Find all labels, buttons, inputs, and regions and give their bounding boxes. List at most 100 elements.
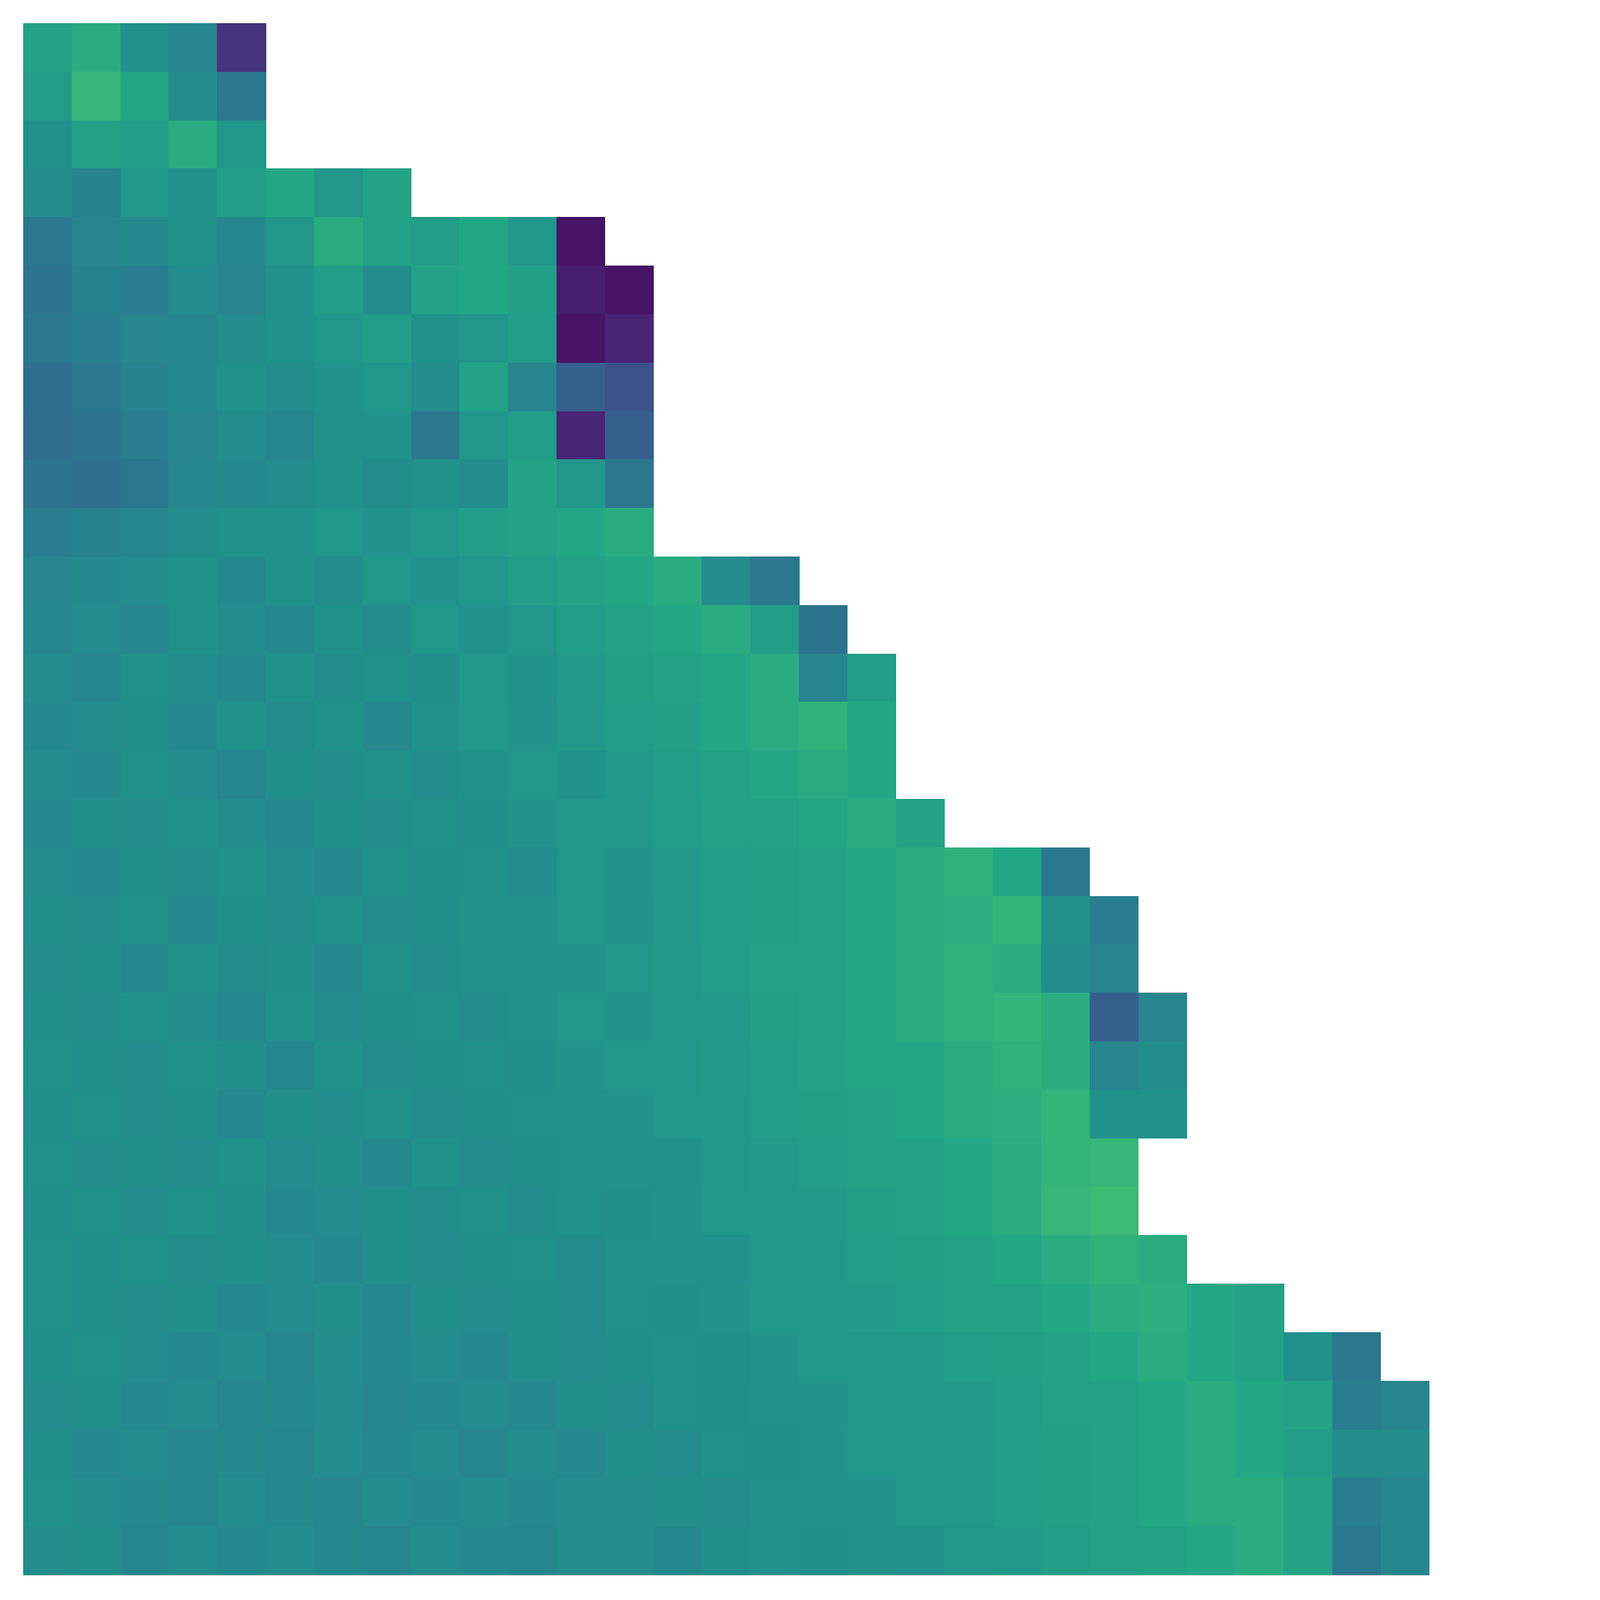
- cell: [459, 896, 508, 945]
- cell: [943, 1283, 993, 1333]
- cell: [71, 1234, 121, 1284]
- cell: [1332, 1477, 1381, 1526]
- cell: [798, 605, 848, 654]
- cell: [314, 1234, 363, 1284]
- cell: [507, 1525, 557, 1575]
- cell: [1234, 1429, 1284, 1479]
- cell: [168, 1234, 217, 1284]
- cell: [362, 411, 412, 461]
- cell: [411, 943, 461, 993]
- cell: [847, 701, 897, 751]
- cell: [653, 992, 703, 1042]
- cell: [459, 653, 508, 703]
- cell: [120, 314, 170, 363]
- cell: [411, 507, 461, 557]
- cell: [798, 1138, 848, 1188]
- cell: [943, 1041, 993, 1090]
- cell: [71, 23, 121, 72]
- cell: [168, 1380, 217, 1430]
- cell: [507, 1477, 557, 1526]
- cell: [23, 1380, 72, 1430]
- cell: [411, 556, 461, 606]
- cell: [847, 653, 897, 703]
- cell: [23, 750, 72, 799]
- cell: [216, 362, 266, 412]
- cell: [314, 1187, 363, 1236]
- cell: [23, 701, 72, 751]
- cell: [653, 605, 703, 654]
- cell: [507, 798, 557, 848]
- cell: [71, 896, 121, 945]
- cell: [992, 992, 1042, 1042]
- cell: [411, 847, 461, 897]
- cell: [265, 750, 315, 799]
- cell: [653, 1138, 703, 1188]
- cell: [23, 1041, 72, 1090]
- cell: [507, 992, 557, 1042]
- cell: [411, 605, 461, 654]
- cell: [216, 992, 266, 1042]
- cell: [216, 1525, 266, 1575]
- cell: [1041, 1525, 1090, 1575]
- cell: [1041, 1187, 1090, 1236]
- cell: [314, 896, 363, 945]
- cell: [750, 1089, 799, 1139]
- cell: [23, 362, 72, 412]
- cell: [168, 507, 217, 557]
- cell: [362, 459, 412, 508]
- cell: [411, 1187, 461, 1236]
- cell: [362, 1234, 412, 1284]
- cell: [411, 1089, 461, 1139]
- cell: [605, 265, 654, 315]
- cell: [750, 1234, 799, 1284]
- cell: [216, 314, 266, 363]
- cell: [362, 1380, 412, 1430]
- cell: [1089, 1138, 1139, 1188]
- cell: [992, 896, 1042, 945]
- cell: [1380, 1380, 1430, 1430]
- cell: [556, 459, 606, 508]
- cell: [750, 1477, 799, 1526]
- cell: [459, 556, 508, 606]
- cell: [701, 701, 751, 751]
- cell: [556, 943, 606, 993]
- cell: [556, 1525, 606, 1575]
- cell: [314, 798, 363, 848]
- cell: [750, 1429, 799, 1479]
- cell: [847, 896, 897, 945]
- cell: [120, 1283, 170, 1333]
- cell: [896, 1380, 945, 1430]
- cell: [556, 992, 606, 1042]
- cell: [120, 120, 170, 170]
- cell: [120, 1041, 170, 1090]
- cell: [120, 507, 170, 557]
- cell: [1089, 1234, 1139, 1284]
- cell: [556, 701, 606, 751]
- cell: [556, 847, 606, 897]
- cell: [750, 1138, 799, 1188]
- cell: [459, 750, 508, 799]
- cell: [798, 1234, 848, 1284]
- cell: [23, 556, 72, 606]
- cell: [701, 992, 751, 1042]
- cell: [71, 1089, 121, 1139]
- cell: [168, 556, 217, 606]
- cell: [556, 265, 606, 315]
- cell: [605, 1187, 654, 1236]
- cell: [1089, 1041, 1139, 1090]
- cell: [411, 1138, 461, 1188]
- cell: [847, 1429, 897, 1479]
- cell: [362, 216, 412, 266]
- cell: [120, 168, 170, 217]
- cell: [1283, 1380, 1333, 1430]
- cell: [314, 1477, 363, 1526]
- cell: [23, 1187, 72, 1236]
- cell: [896, 896, 945, 945]
- cell: [992, 847, 1042, 897]
- cell: [362, 653, 412, 703]
- cell: [556, 411, 606, 461]
- cell: [605, 896, 654, 945]
- cell: [23, 216, 72, 266]
- cell: [798, 798, 848, 848]
- cell: [362, 314, 412, 363]
